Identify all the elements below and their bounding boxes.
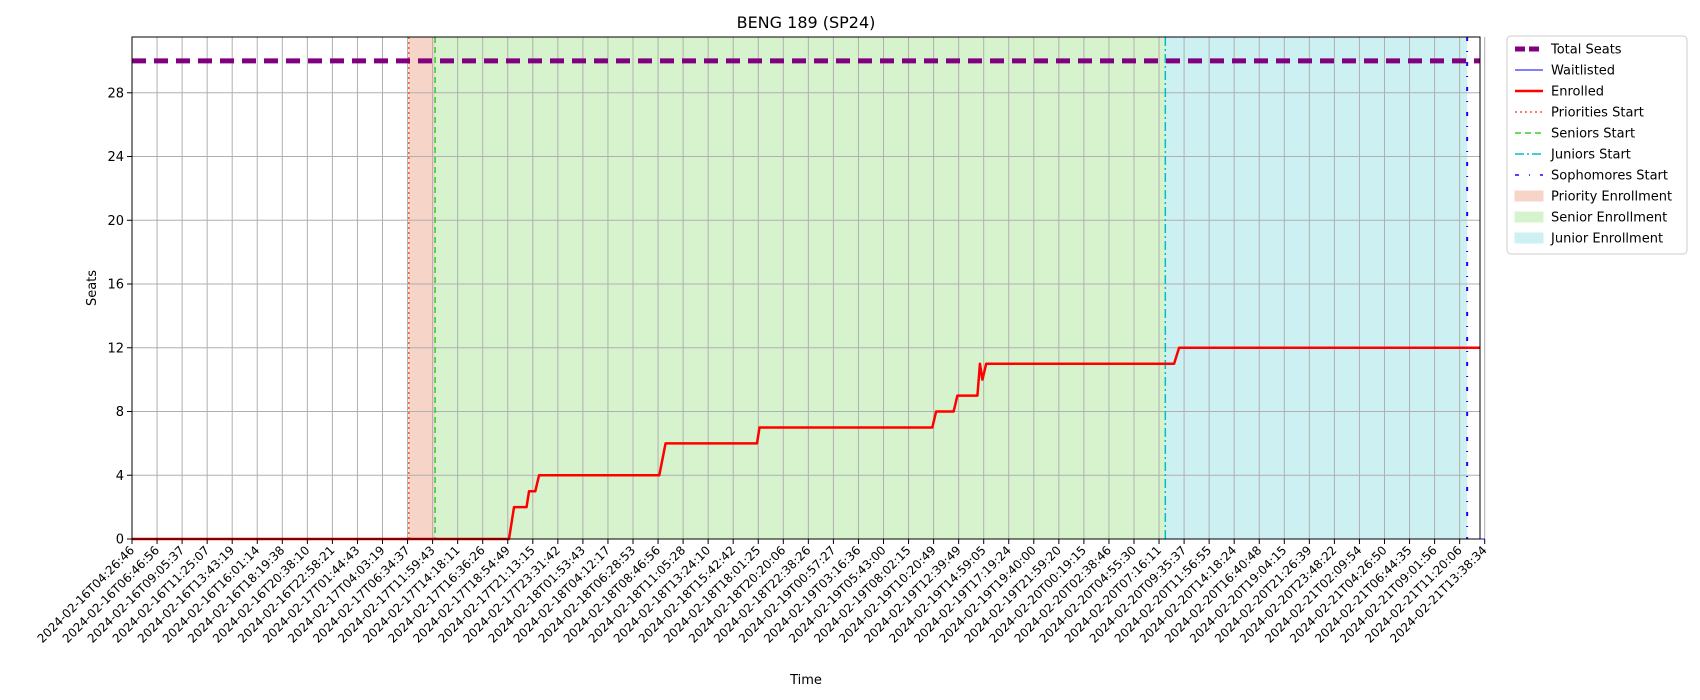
x-axis: 2024-02-16T04:26:462024-02-16T06:46:5620…	[35, 539, 1490, 646]
y-tick-label: 8	[116, 405, 124, 420]
chart-title: BENG 189 (SP24)	[737, 13, 876, 32]
y-tick-label: 28	[107, 86, 124, 101]
legend-label-total-seats: Total Seats	[1550, 43, 1622, 58]
y-tick-label: 0	[116, 533, 124, 548]
legend-label-waitlisted: Waitlisted	[1551, 64, 1615, 79]
legend-swatch-junior-enrollment	[1514, 232, 1544, 244]
y-axis: 0 4 8 12 16 20 24 28	[107, 86, 132, 548]
region-senior-enrollment	[435, 37, 1166, 539]
region-junior-enrollment	[1165, 37, 1468, 539]
legend-label-enrolled: Enrolled	[1551, 85, 1604, 100]
legend-label-senior-enrollment: Senior Enrollment	[1551, 211, 1667, 226]
enrollment-regions	[408, 37, 1468, 539]
legend-label-seniors-start: Seniors Start	[1551, 127, 1635, 142]
y-tick-label: 12	[107, 341, 124, 356]
y-tick-label: 16	[107, 278, 124, 293]
legend-label-sophomores-start: Sophomores Start	[1551, 169, 1668, 184]
legend-box	[1506, 35, 1688, 255]
legend-label-juniors-start: Juniors Start	[1550, 148, 1631, 163]
legend-label-junior-enrollment: Junior Enrollment	[1550, 232, 1663, 247]
x-axis-label: Time	[789, 673, 822, 688]
legend-label-priorities-start: Priorities Start	[1551, 106, 1644, 121]
plot-frame	[131, 36, 1481, 540]
y-tick-label: 4	[116, 469, 124, 484]
y-tick-label: 24	[107, 150, 124, 165]
y-tick-label: 20	[107, 214, 124, 229]
y-axis-label: Seats	[85, 270, 100, 306]
region-priority-enrollment	[408, 37, 436, 539]
enrolled-line	[132, 346, 1480, 541]
legend-swatch-senior-enrollment	[1514, 211, 1544, 223]
chart-legend: Total Seats Waitlisted Enrolled Priorities …	[1506, 35, 1688, 255]
legend-swatch-priority-enrollment	[1514, 190, 1544, 202]
legend-label-priority-enrollment: Priority Enrollment	[1551, 190, 1672, 205]
grid-lines	[131, 37, 1486, 540]
